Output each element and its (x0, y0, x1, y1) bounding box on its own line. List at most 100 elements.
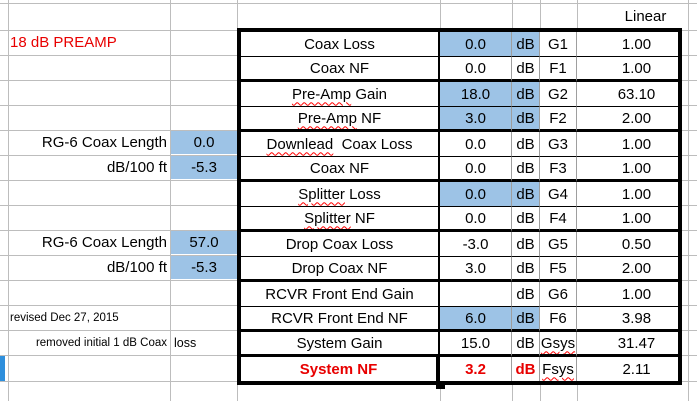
cell-downlead-loss-label[interactable]: Downlead Coax Loss (241, 132, 440, 157)
label-text: Coax Loss (333, 135, 413, 153)
cell-splitter-loss-linear[interactable]: 1.00 (577, 182, 678, 207)
cell-coax-loss-label[interactable]: Coax Loss (241, 32, 440, 57)
cell-coax-loss-unit[interactable]: dB (512, 32, 540, 57)
cell-drop-nf-unit[interactable]: dB (512, 257, 540, 282)
cell-drop-nf-symbol[interactable]: F5 (540, 257, 577, 282)
cell-downlead-nf-label[interactable]: Coax NF (241, 157, 440, 182)
cell-splitter-nf-unit[interactable]: dB (512, 207, 540, 232)
cell-system-gain-unit[interactable]: dB (512, 332, 540, 357)
cell-drop-nf-linear[interactable]: 2.00 (577, 257, 678, 282)
cell-rcvr-nf-symbol[interactable]: F6 (540, 307, 577, 332)
cell-coax-loss-linear[interactable]: 1.00 (577, 32, 678, 57)
cell-splitter-loss-label[interactable]: Splitter Loss (241, 182, 440, 207)
cell-preamp-nf-value[interactable]: 3.0 (440, 107, 512, 132)
cell-rcvr-nf-unit[interactable]: dB (512, 307, 540, 332)
cell-change-note[interactable]: removed initial 1 dB Coax (35, 336, 167, 349)
cell-coax-nf-linear[interactable]: 1.00 (577, 57, 678, 82)
cell-rcvr-nf-value[interactable]: 6.0 (440, 307, 512, 332)
cell-preamp-gain-value[interactable]: 18.0 (440, 82, 512, 107)
cell-drop-loss-linear[interactable]: 0.50 (577, 232, 678, 257)
gridline (170, 0, 171, 401)
cell-seg2-attenuation-value[interactable]: -5.3 (171, 256, 237, 279)
cell-rcvr-gain-linear[interactable]: 1.00 (577, 282, 678, 307)
cell-splitter-nf-symbol[interactable]: F4 (540, 207, 577, 232)
misspelled-word: Splitter (298, 185, 345, 203)
cell-coax-nf-value[interactable]: 0.0 (440, 57, 512, 82)
cell-preamp-gain-unit[interactable]: dB (512, 82, 540, 107)
cell-rcvr-nf-label[interactable]: RCVR Front End NF (241, 307, 440, 332)
cell-system-gain-linear[interactable]: 31.47 (577, 332, 678, 357)
cell-system-nf-value[interactable]: 3.2 (440, 357, 512, 381)
cell-preamp-gain-label[interactable]: Pre-Amp Gain (241, 82, 440, 107)
cell-downlead-loss-symbol[interactable]: G3 (540, 132, 577, 157)
cell-preamp-gain-symbol[interactable]: G2 (540, 82, 577, 107)
cell-downlead-loss-unit[interactable]: dB (512, 132, 540, 157)
cell-seg2-attenuation-label[interactable]: dB/100 ft (106, 259, 167, 276)
cell-seg2-length-label[interactable]: RG-6 Coax Length (41, 234, 167, 251)
cell-splitter-nf-label[interactable]: Splitter NF (241, 207, 440, 232)
gridline (8, 0, 9, 401)
cell-preamp-note[interactable]: 18 dB PREAMP (10, 34, 117, 51)
cell-preamp-nf-label[interactable]: Pre-Amp NF (241, 107, 440, 132)
cell-preamp-nf-linear[interactable]: 2.00 (577, 107, 678, 132)
cell-seg1-length-label[interactable]: RG-6 Coax Length (41, 134, 167, 151)
cell-system-gain-label[interactable]: System Gain (241, 332, 440, 357)
label-text: Loss (344, 185, 381, 203)
cell-downlead-nf-unit[interactable]: dB (512, 157, 540, 182)
cell-downlead-nf-symbol[interactable]: F3 (540, 157, 577, 182)
cell-coax-loss-value[interactable]: 0.0 (440, 32, 512, 57)
cell-system-nf-linear[interactable]: 2.11 (577, 357, 678, 381)
cell-coax-nf-unit[interactable]: dB (512, 57, 540, 82)
gridline (0, 3, 697, 4)
cell-splitter-nf-linear[interactable]: 1.00 (577, 207, 678, 232)
cell-drop-loss-unit[interactable]: dB (512, 232, 540, 257)
cell-system-gain-symbol[interactable]: Gsys (540, 332, 577, 357)
label-text: NF (357, 109, 382, 127)
cell-drop-nf-label[interactable]: Drop Coax NF (241, 257, 440, 282)
cell-drop-loss-value[interactable]: -3.0 (440, 232, 512, 257)
cell-seg2-length-value[interactable]: 57.0 (171, 231, 237, 254)
cell-downlead-loss-linear[interactable]: 1.00 (577, 132, 678, 157)
cell-splitter-nf-value[interactable]: 0.0 (440, 207, 512, 232)
cell-rcvr-gain-value[interactable] (440, 282, 512, 307)
cell-system-nf-label[interactable]: System NF (241, 357, 440, 381)
cell-rcvr-gain-unit[interactable]: dB (512, 282, 540, 307)
cell-splitter-loss-unit[interactable]: dB (512, 182, 540, 207)
misspelled-word: Pre-Amp (291, 85, 352, 103)
misspelled-word: Pre-Amp (297, 109, 357, 127)
cell-rcvr-gain-symbol[interactable]: G6 (540, 282, 577, 307)
label-text: NF (350, 209, 375, 227)
border-corner (436, 384, 445, 389)
highlighted-cell-fragment[interactable] (0, 356, 5, 381)
misspelled-word: Splitter (304, 209, 351, 227)
cell-drop-nf-value[interactable]: 3.0 (440, 257, 512, 282)
cell-change-note-cont[interactable]: loss (174, 335, 197, 350)
cell-downlead-nf-linear[interactable]: 1.00 (577, 157, 678, 182)
cell-seg1-attenuation-label[interactable]: dB/100 ft (106, 159, 167, 176)
cell-rcvr-nf-linear[interactable]: 3.98 (577, 307, 678, 332)
cell-rcvr-gain-label[interactable]: RCVR Front End Gain (241, 282, 440, 307)
cell-system-nf-unit[interactable]: dB (512, 357, 540, 381)
cell-seg1-length-value[interactable]: 0.0 (171, 131, 237, 154)
cell-coax-nf-label[interactable]: Coax NF (241, 57, 440, 82)
linear-column-header[interactable]: Linear (624, 8, 667, 25)
cell-drop-loss-symbol[interactable]: G5 (540, 232, 577, 257)
cell-preamp-gain-linear[interactable]: 63.10 (577, 82, 678, 107)
cell-coax-loss-symbol[interactable]: G1 (540, 32, 577, 57)
misspelled-word: Downlead (266, 135, 334, 153)
cell-drop-loss-label[interactable]: Drop Coax Loss (241, 232, 440, 257)
cell-coax-nf-symbol[interactable]: F1 (540, 57, 577, 82)
cell-system-nf-symbol[interactable]: Fsys (540, 357, 577, 381)
cascade-table: Coax Loss 0.0 dB G1 1.00 Coax NF 0.0 dB … (237, 28, 682, 385)
cell-downlead-nf-value[interactable]: 0.0 (440, 157, 512, 182)
cell-seg1-attenuation-value[interactable]: -5.3 (171, 156, 237, 179)
cell-preamp-nf-unit[interactable]: dB (512, 107, 540, 132)
cell-downlead-loss-value[interactable]: 0.0 (440, 132, 512, 157)
cell-revision-note[interactable]: revised Dec 27, 2015 (10, 311, 119, 324)
label-text: Gain (351, 85, 388, 103)
cell-preamp-nf-symbol[interactable]: F2 (540, 107, 577, 132)
cell-system-gain-value[interactable]: 15.0 (440, 332, 512, 357)
cell-splitter-loss-value[interactable]: 0.0 (440, 182, 512, 207)
cell-splitter-loss-symbol[interactable]: G4 (540, 182, 577, 207)
